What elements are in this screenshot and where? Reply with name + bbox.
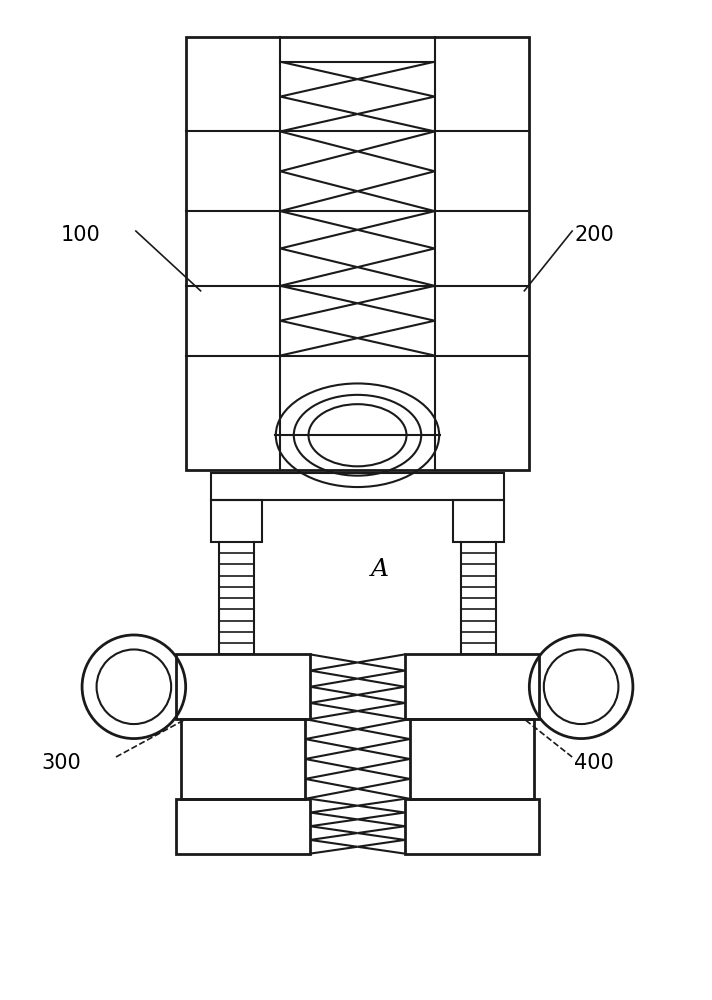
Bar — [211, 473, 504, 500]
Bar — [211, 500, 262, 542]
Text: A: A — [371, 558, 389, 581]
Text: 200: 200 — [574, 225, 614, 245]
Bar — [176, 654, 310, 719]
Text: 100: 100 — [61, 225, 101, 245]
Text: 300: 300 — [41, 753, 81, 773]
Text: 400: 400 — [574, 753, 614, 773]
Bar — [410, 719, 534, 799]
Bar — [405, 654, 539, 719]
Bar — [181, 719, 305, 799]
Bar — [453, 500, 504, 542]
Bar — [186, 37, 529, 470]
Bar — [405, 799, 539, 854]
Bar — [176, 799, 310, 854]
